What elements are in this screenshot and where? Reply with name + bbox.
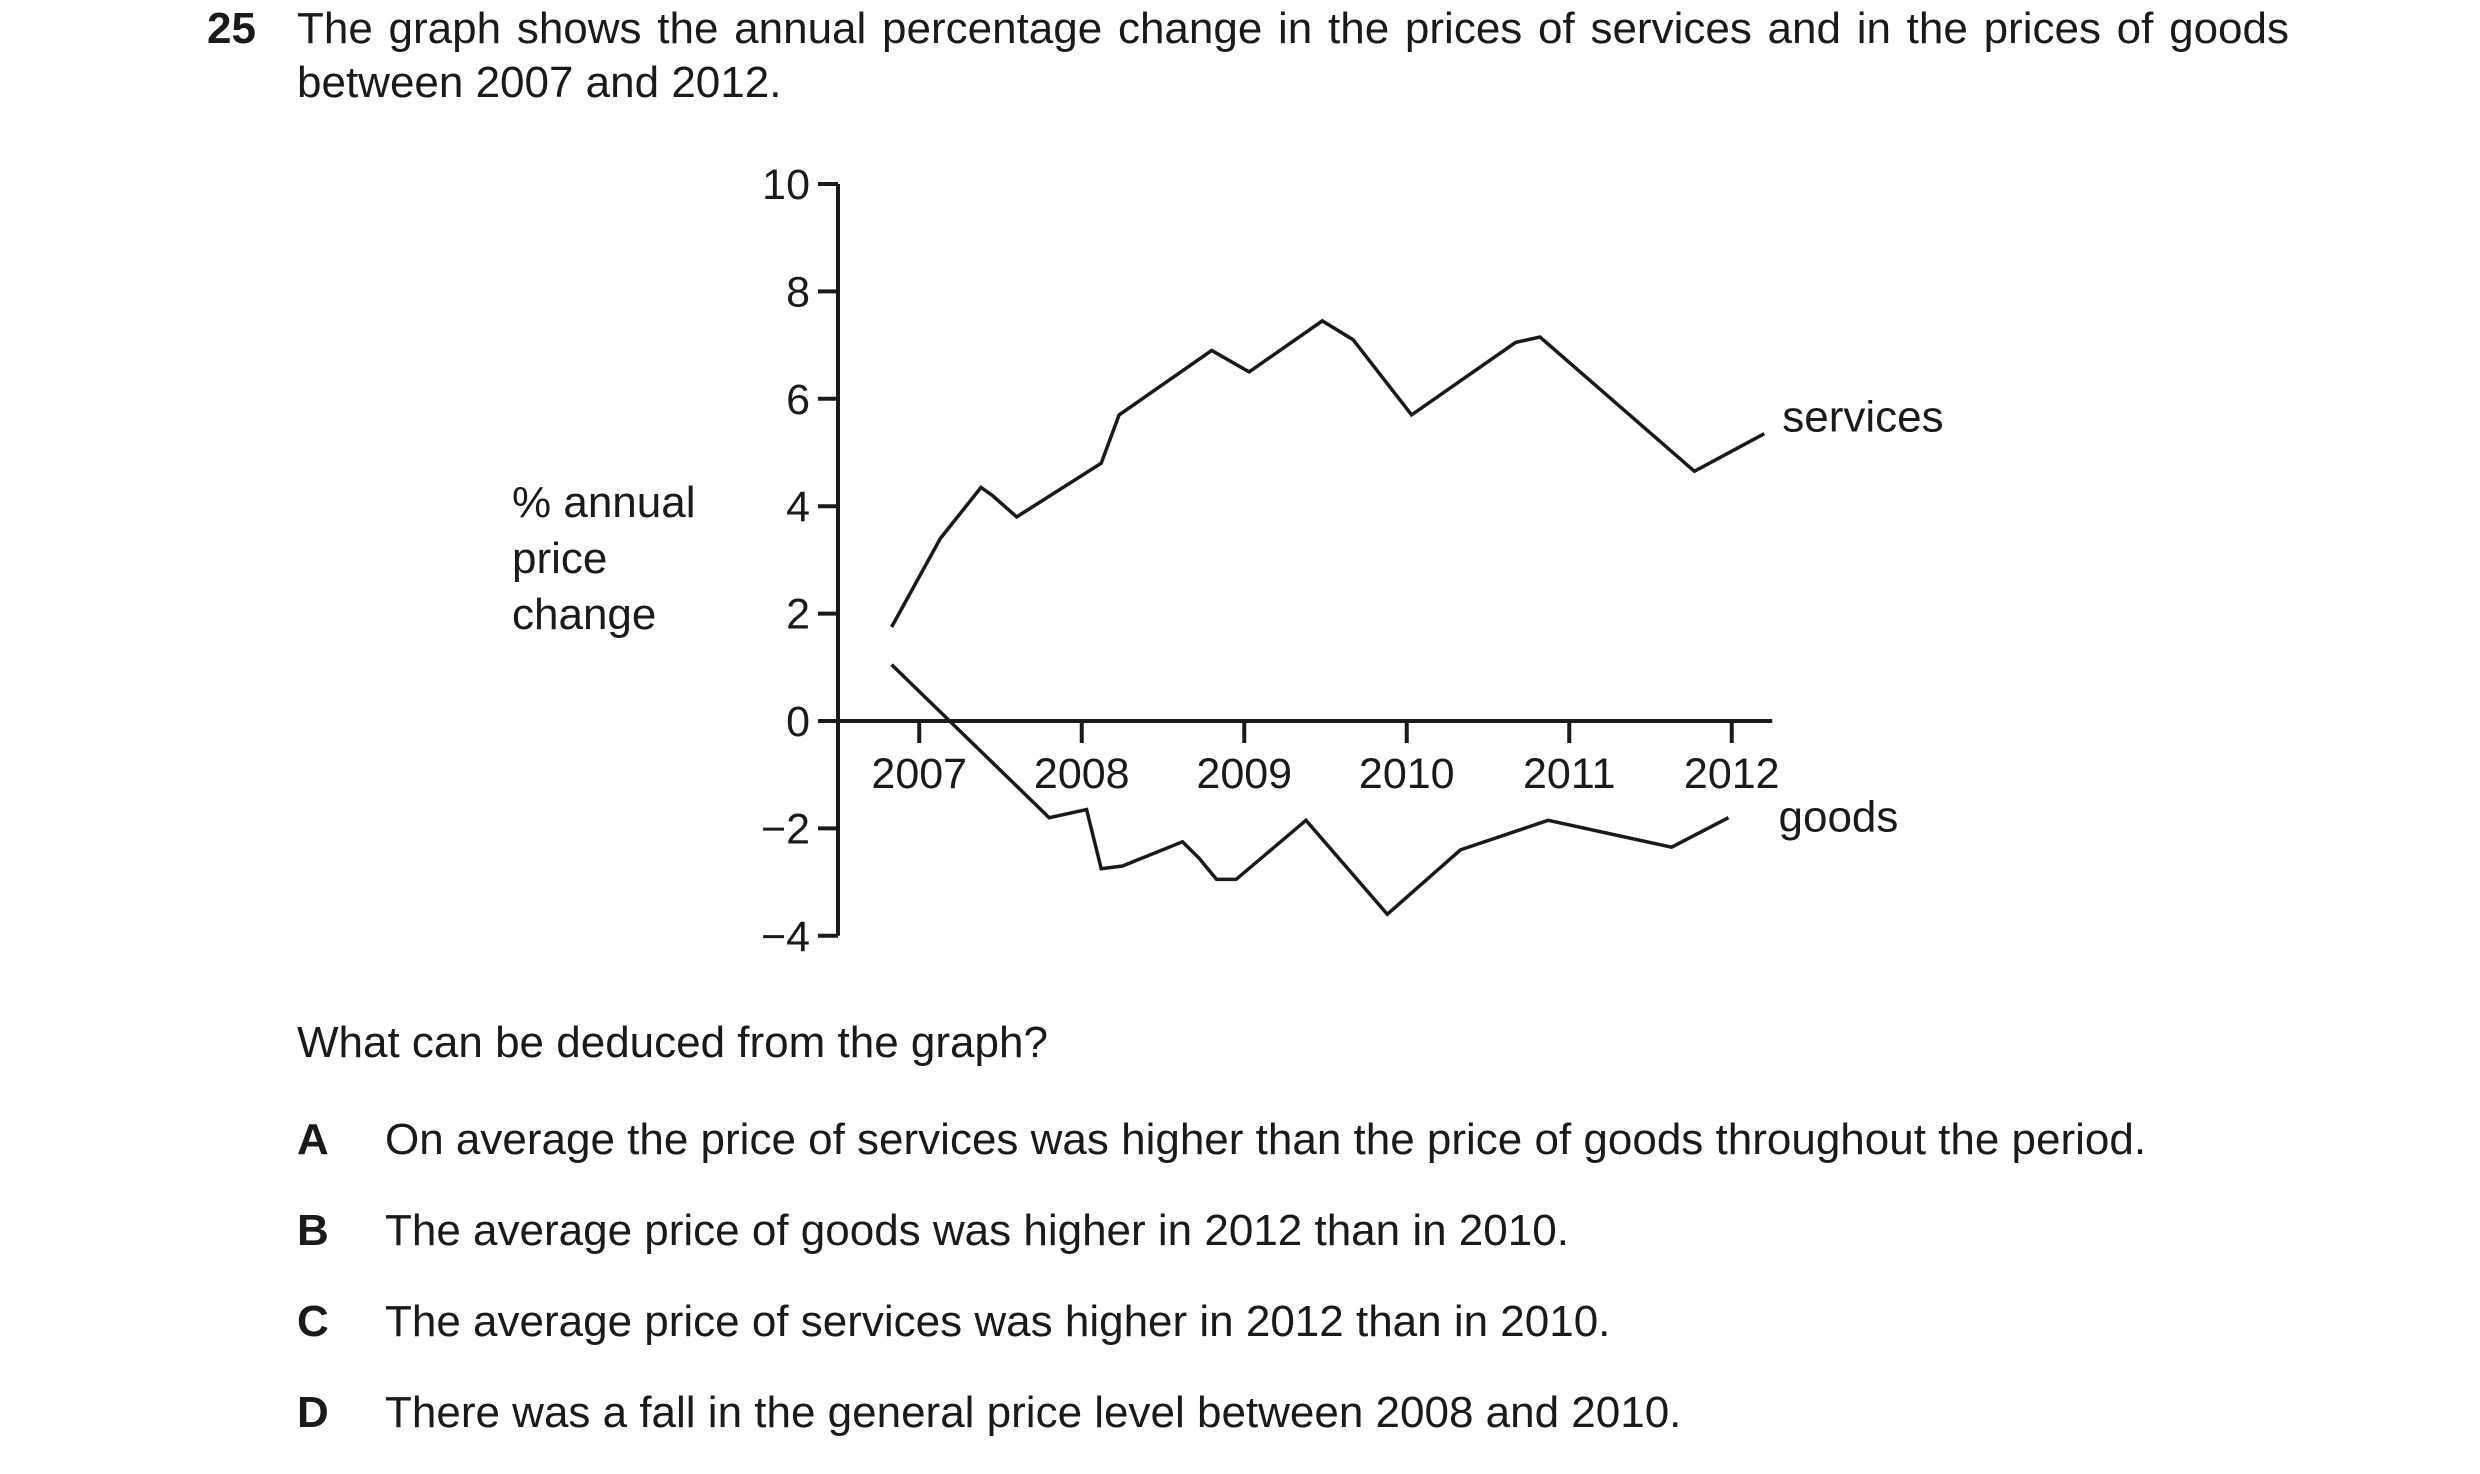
- series-line-services: [890, 318, 1766, 628]
- y-tick-label: −2: [761, 805, 810, 853]
- question-prompt: What can be deduced from the graph?: [297, 1018, 1048, 1067]
- option-b-text: The average price of goods was higher in…: [385, 1206, 1569, 1255]
- series-line-goods: [890, 663, 1730, 917]
- chart-series: services goods: [890, 318, 1944, 917]
- question-stem: The graph shows the annual percentage ch…: [297, 4, 2289, 107]
- option-d-text: There was a fall in the general price le…: [385, 1388, 1682, 1437]
- series-label-goods: goods: [1779, 793, 1899, 842]
- chart-axes: 10 8 6 4 2 0 −2 −4 2007 2008 2009 2010 2011 2012: [761, 161, 1780, 961]
- series-label-services: services: [1782, 393, 1943, 442]
- option-c-letter: C: [297, 1297, 329, 1346]
- option-a-letter: A: [297, 1115, 329, 1164]
- option-a[interactable]: A On average the price of services was h…: [297, 1113, 2397, 1173]
- y-tick-label: 4: [786, 483, 810, 531]
- y-tick-label: 8: [786, 268, 810, 316]
- y-axis-label-line: change: [512, 590, 656, 639]
- x-tick-label: 2011: [1523, 750, 1615, 798]
- option-c[interactable]: C The average price of services was high…: [297, 1295, 2397, 1355]
- option-b-letter: B: [297, 1206, 329, 1255]
- y-tick-label: 2: [786, 591, 810, 639]
- y-tick-label: 0: [786, 698, 810, 746]
- y-axis-label-line: % annual: [512, 478, 695, 527]
- x-tick-label: 2010: [1359, 750, 1455, 798]
- option-c-text: The average price of services was higher…: [385, 1297, 1611, 1346]
- y-tick-label: 6: [786, 376, 810, 424]
- x-tick-label: 2009: [1196, 750, 1292, 798]
- x-tick-label: 2008: [1034, 750, 1130, 798]
- option-a-text: On average the price of services was hig…: [385, 1115, 2147, 1164]
- y-tick-label: 10: [762, 161, 810, 209]
- y-tick-label: −4: [761, 913, 810, 961]
- option-d-letter: D: [297, 1388, 329, 1437]
- option-d[interactable]: D There was a fall in the general price …: [297, 1386, 2397, 1446]
- option-b[interactable]: B The average price of goods was higher …: [297, 1204, 2397, 1264]
- x-tick-label: 2007: [871, 750, 967, 798]
- y-axis-label-line: price: [512, 534, 607, 583]
- x-tick-label: 2012: [1684, 750, 1780, 798]
- y-axis-label: % annual price change: [512, 478, 695, 639]
- question-number: 25: [207, 4, 256, 53]
- price-change-chart: 10 8 6 4 2 0 −2 −4 2007 2008 2009 2010 2011 2012 % an…: [512, 161, 1944, 961]
